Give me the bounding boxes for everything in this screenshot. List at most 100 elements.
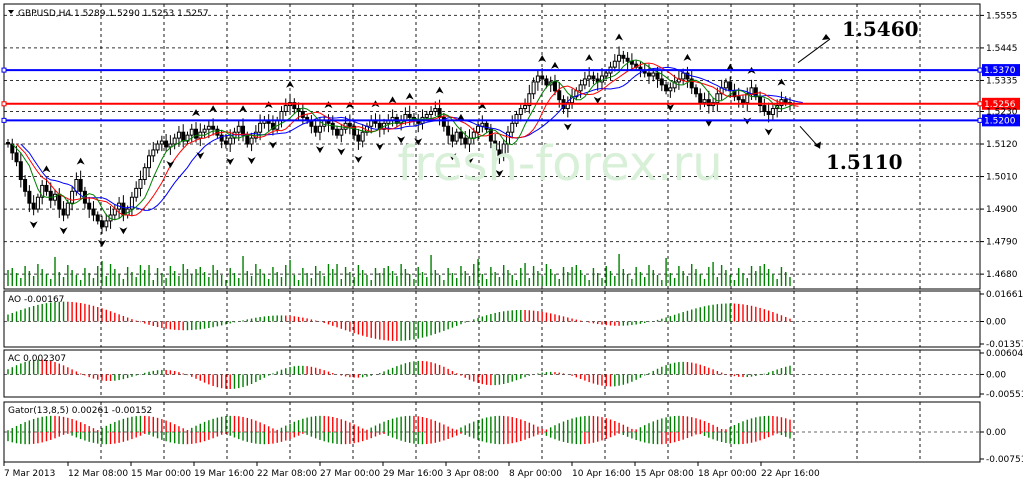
level-handle-left: [1, 67, 7, 73]
title-dropdown-icon[interactable]: [8, 10, 14, 14]
fractal-up: [550, 61, 559, 69]
candle-body: [783, 99, 788, 104]
candle-body: [480, 122, 485, 127]
candle-body: [565, 102, 570, 110]
candle-body: [740, 99, 745, 104]
candle-body: [685, 72, 690, 80]
candle-body: [659, 78, 664, 86]
candle-body: [497, 149, 502, 157]
fractal-up: [726, 63, 735, 71]
candle-body: [360, 131, 365, 142]
candle-body: [87, 202, 92, 210]
candle-body: [582, 78, 587, 86]
candle-body: [463, 137, 468, 145]
x-tick-label: 7 Mar 2013: [4, 469, 55, 479]
candle-body: [18, 161, 23, 181]
candle-body: [540, 75, 545, 80]
fractal-down: [337, 148, 346, 156]
candle-body: [668, 87, 673, 92]
candle-body: [693, 87, 698, 95]
target-arrow-up: [797, 38, 831, 64]
candle-body: [147, 155, 152, 169]
osc-tick-label: 0.01661: [986, 290, 1023, 300]
osc-title: Gator(13,8,5) 0.00261 -0.00152: [8, 406, 152, 416]
fractal-down: [563, 123, 572, 131]
chart-title: GBPUSD,H4 1.5289 1.5290 1.5253 1.5257: [18, 9, 209, 19]
candle-body: [424, 113, 429, 118]
candle-body: [194, 128, 199, 139]
y-tick-label: 1.5445: [986, 44, 1018, 54]
candle-body: [523, 105, 528, 110]
candle-body: [279, 110, 284, 121]
ma-line: [16, 62, 799, 217]
fractal-up: [42, 165, 51, 173]
candle-body: [514, 113, 519, 124]
y-tick-label: 1.5120: [986, 140, 1018, 150]
fractal-up: [388, 96, 397, 104]
osc-tick-label: 0.006045: [986, 349, 1023, 359]
candle-body: [672, 81, 677, 89]
fractal-down: [354, 155, 363, 163]
candle-body: [476, 125, 481, 133]
x-tick-label: 18 Apr 00:00: [698, 469, 757, 479]
fractal-up: [192, 109, 201, 117]
candle-body: [57, 193, 62, 210]
candle-body: [270, 122, 275, 130]
candle-body: [23, 179, 28, 192]
candle-body: [219, 134, 224, 142]
fractal-down: [315, 146, 324, 154]
fractal-up: [683, 53, 692, 61]
level-label: 1.5200: [984, 116, 1016, 126]
y-tick-label: 1.4790: [986, 238, 1018, 248]
candle-body: [223, 140, 228, 145]
candle-body: [356, 134, 361, 142]
candle-body: [510, 122, 515, 133]
y-tick-label: 1.4900: [986, 205, 1018, 215]
fractal-up: [538, 55, 547, 63]
osc-tick-label: -0.00551: [986, 390, 1023, 400]
candle-body: [121, 202, 126, 216]
level-label-bg: [982, 97, 1020, 110]
candle-body: [766, 110, 771, 115]
candle-body: [651, 72, 656, 77]
x-tick-label: 8 Apr 00:00: [509, 469, 562, 479]
level-label-bg: [982, 114, 1020, 127]
fractal-down: [29, 221, 38, 229]
candle-body: [258, 122, 263, 133]
candle-body: [552, 81, 557, 92]
candle-body: [518, 108, 523, 115]
candle-body: [65, 202, 70, 216]
candle-body: [762, 105, 767, 112]
x-tick-label: 10 Apr 16:00: [572, 469, 631, 479]
target-label-down: 1.5110: [826, 150, 903, 174]
candle-body: [625, 57, 630, 62]
candle-body: [471, 131, 476, 139]
candle-body: [129, 196, 134, 210]
candle-body: [27, 190, 32, 204]
fractal-up: [286, 80, 295, 88]
candle-body: [236, 125, 241, 133]
candle-body: [728, 81, 733, 92]
fractal-down: [495, 169, 504, 177]
candle-body: [176, 131, 181, 139]
ma-line: [20, 66, 803, 211]
candle-body: [587, 75, 592, 80]
fractal-down: [666, 103, 675, 111]
candle-body: [535, 75, 540, 83]
fractal-up: [239, 105, 248, 113]
fractal-down: [119, 227, 128, 235]
candle-body: [689, 78, 694, 89]
candle-body: [317, 125, 322, 133]
candle-body: [35, 196, 40, 210]
candle-body: [100, 220, 105, 228]
candle-body: [407, 113, 412, 118]
fractal-down: [397, 136, 406, 144]
candle-body: [211, 125, 216, 130]
level-handle-right: [977, 117, 983, 123]
candle-body: [313, 125, 318, 133]
fractal-down: [226, 158, 235, 166]
candle-body: [14, 152, 19, 163]
candle-body: [629, 60, 634, 65]
x-tick-label: 3 Apr 08:00: [446, 469, 499, 479]
